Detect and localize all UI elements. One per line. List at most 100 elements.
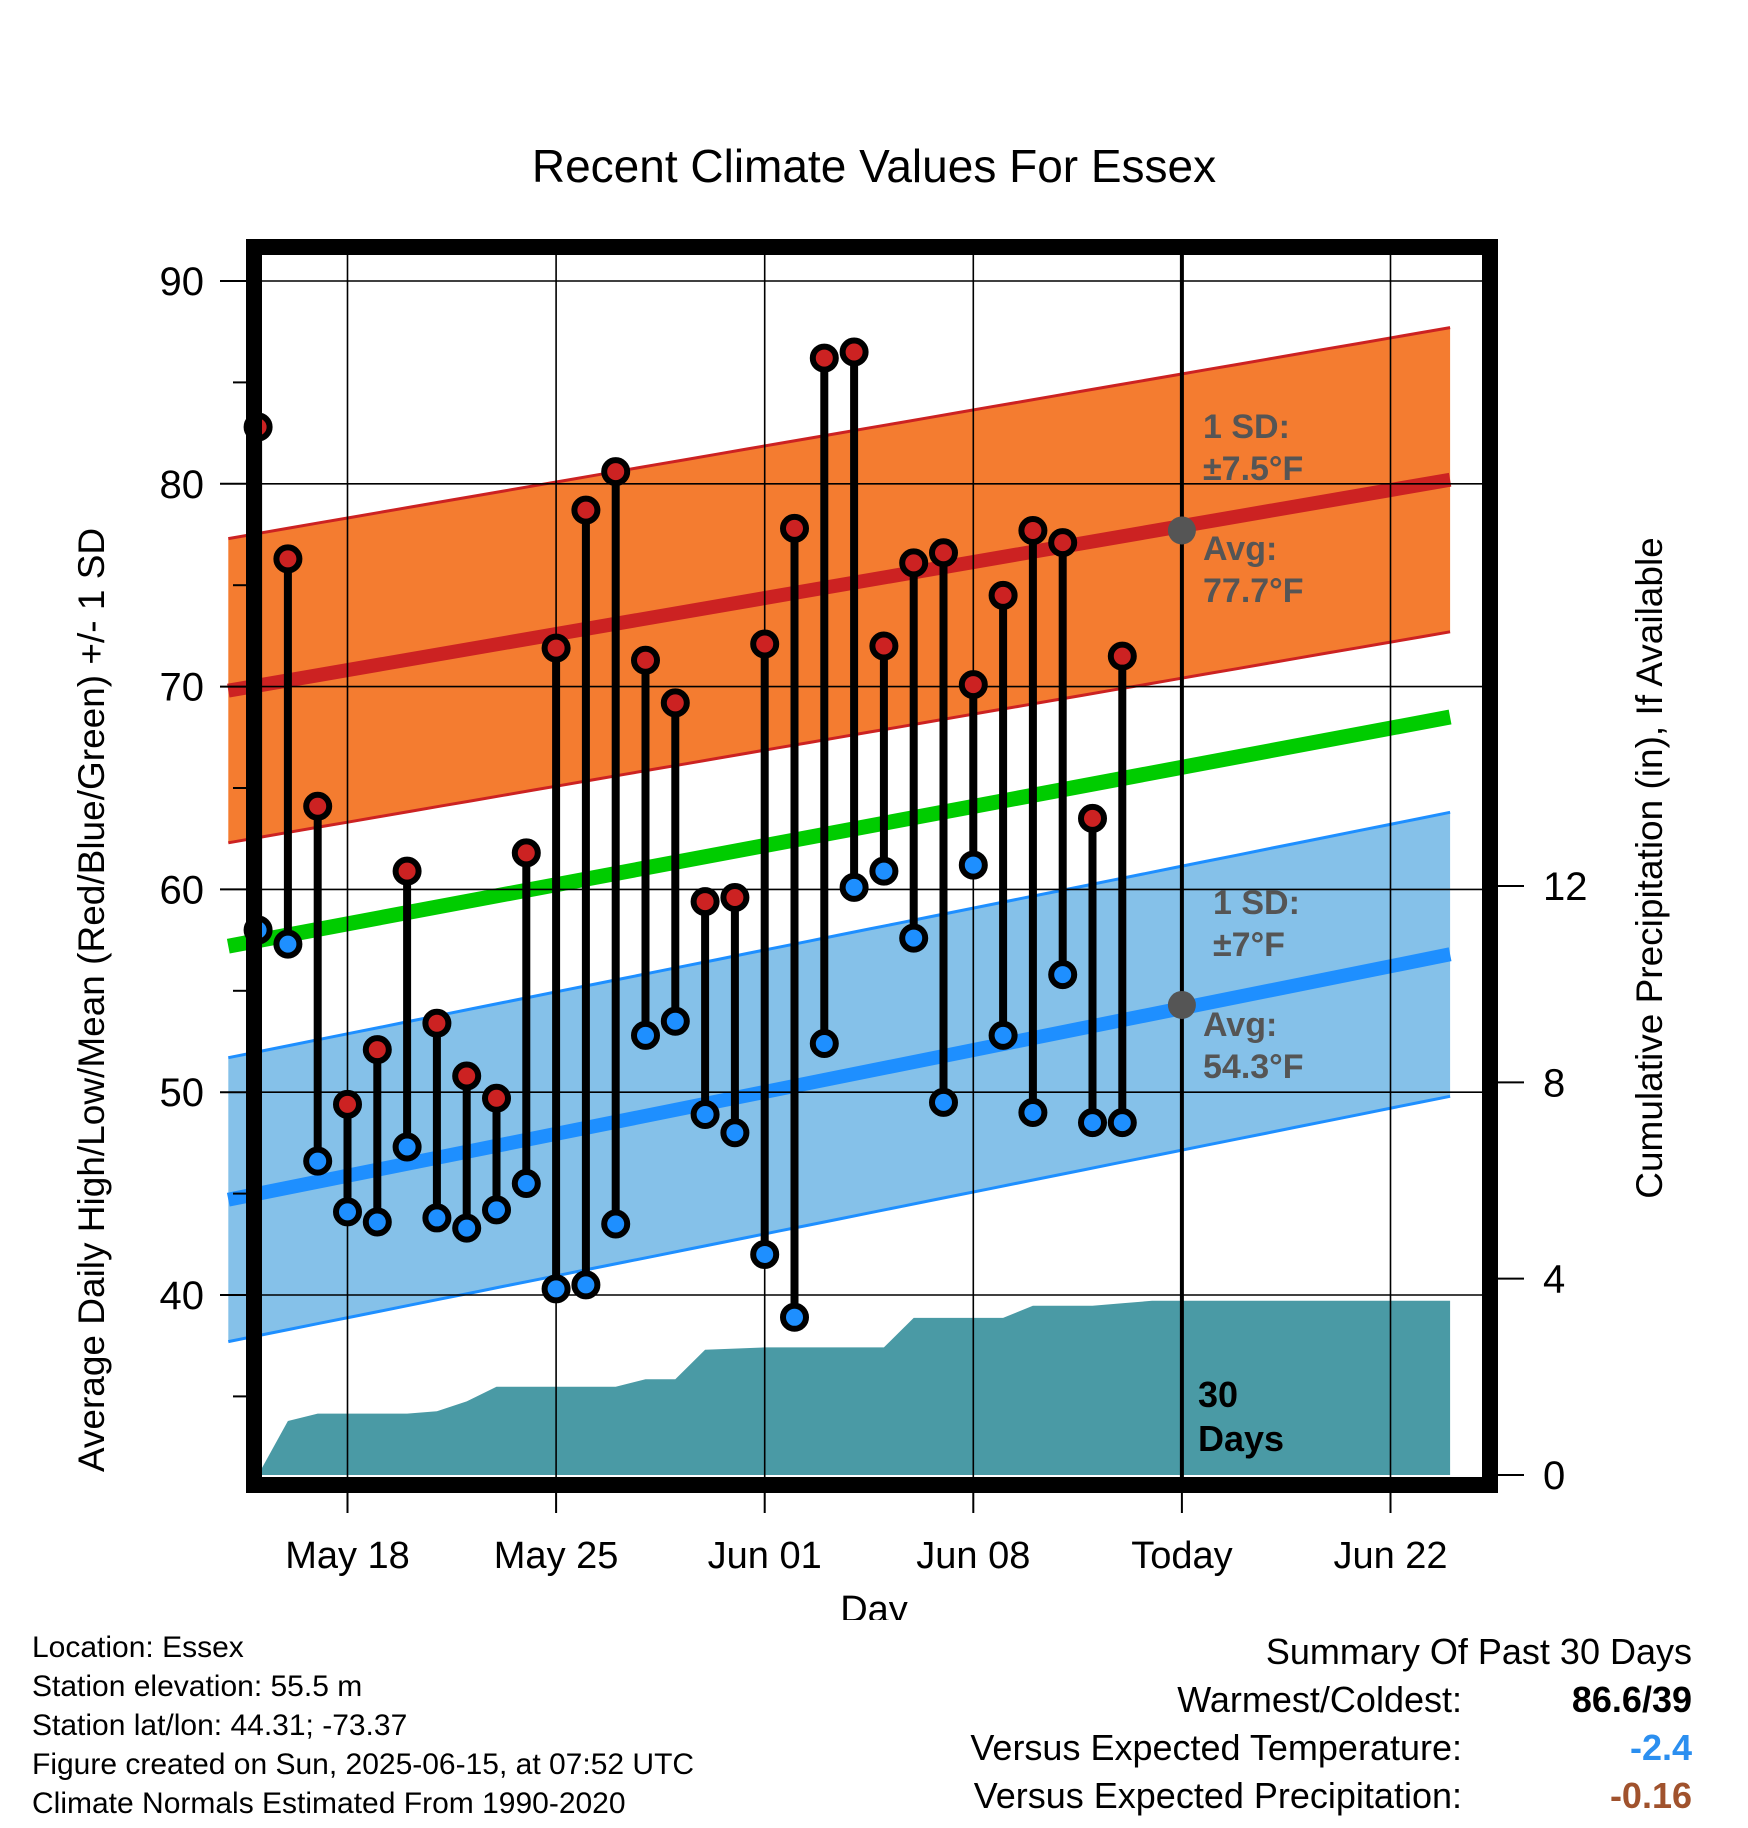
low-point (511, 1168, 541, 1198)
low-point (362, 1207, 392, 1237)
x-tick-label: May 18 (285, 1535, 410, 1577)
low-point (392, 1132, 422, 1162)
summary-precip-row: Versus Expected Precipitation: -0.16 (792, 1772, 1692, 1820)
created-text: Figure created on Sun, 2025-06-15, at 07… (32, 1748, 695, 1781)
warmest-value: 86.6/39 (1571, 1679, 1692, 1720)
window-count-label: 30 (1198, 1374, 1238, 1415)
high-point (1078, 803, 1107, 833)
high-point (660, 688, 690, 718)
location-text: Location: Essex (32, 1631, 244, 1664)
y2-tick-label: 4 (1543, 1258, 1565, 1302)
y2-tick-label: 0 (1543, 1454, 1565, 1498)
latlon-text: Station lat/lon: 44.31; -73.37 (32, 1709, 408, 1742)
y-tick-label: 40 (160, 1274, 205, 1318)
high-point (333, 1089, 362, 1119)
high-point (571, 495, 601, 525)
high-avg-value: 77.7°F (1203, 572, 1304, 610)
y-axis-label: Average Daily High/Low/Mean (Red/Blue/Gr… (71, 528, 112, 1472)
low-point (303, 1146, 333, 1176)
low-sd-value: ±7°F (1213, 926, 1285, 964)
low-point (929, 1087, 958, 1117)
high-point (273, 544, 303, 574)
climate-chart: Recent Climate Values For Essex 1 SD: ±7.… (71, 140, 1670, 1620)
high-point (303, 791, 333, 821)
low-point (601, 1209, 631, 1239)
normal-mean-line (226, 709, 1452, 954)
high-point (1018, 515, 1048, 545)
low-point (1107, 1108, 1137, 1138)
high-sd-value: ±7.5°F (1203, 450, 1303, 488)
high-sd-band-upper-edge (228, 326, 1451, 541)
high-point (511, 838, 541, 868)
high-point (929, 538, 958, 568)
low-point (690, 1100, 720, 1130)
y2-tick-label: 12 (1543, 865, 1588, 909)
low-point (899, 923, 929, 953)
high-point (780, 513, 809, 543)
low-point (869, 856, 899, 886)
high-sd-band-lower-edge (228, 630, 1451, 845)
high-point (958, 670, 988, 700)
low-point (809, 1029, 839, 1059)
today-normal-low-marker (1167, 990, 1196, 1019)
low-point (422, 1203, 452, 1233)
low-point (1018, 1097, 1048, 1127)
x-tick-label: Jun 01 (708, 1535, 822, 1577)
precip-vs-expected-label: Versus Expected Precipitation: (973, 1775, 1462, 1816)
low-point (571, 1270, 601, 1300)
low-point (273, 929, 303, 959)
normal-high-line (227, 472, 1452, 698)
y-tick-label: 60 (160, 868, 205, 912)
high-point (809, 343, 839, 373)
high-point (869, 631, 899, 661)
summary-title: Summary Of Past 30 Days (792, 1628, 1692, 1676)
summary-panel: Summary Of Past 30 Days Warmest/Coldest:… (792, 1628, 1692, 1820)
window-unit-label: Days (1198, 1418, 1284, 1459)
high-sd-label: 1 SD: (1203, 408, 1290, 446)
y2-axis-label: Cumulative Precipitation (in), If Availa… (1629, 537, 1670, 1199)
y-tick-label: 90 (160, 260, 205, 304)
x-tick-label: May 25 (494, 1535, 619, 1577)
high-point (1107, 641, 1137, 671)
y-tick-label: 70 (160, 666, 205, 710)
low-sd-band-lower-edge (228, 1094, 1451, 1344)
x-axis-label: Day (840, 1589, 908, 1620)
high-point (392, 856, 422, 886)
plot-area: 1 SD: ±7.5°F Avg: 77.7°F 1 SD: ±7°F Avg: 54.3°F… (160, 239, 1588, 1577)
high-point (1048, 528, 1078, 558)
low-avg-label: Avg: (1203, 1006, 1277, 1044)
high-point (422, 1008, 452, 1038)
chart-title: Recent Climate Values For Essex (532, 140, 1216, 192)
temp-vs-expected-value: -2.4 (1629, 1727, 1692, 1768)
high-point (750, 629, 780, 659)
summary-temp-row: Versus Expected Temperature: -2.4 (792, 1724, 1692, 1772)
normals-text: Climate Normals Estimated From 1990-2020 (32, 1787, 626, 1820)
high-point (690, 887, 720, 917)
high-avg-label: Avg: (1203, 530, 1277, 568)
low-point (631, 1020, 660, 1050)
low-point (988, 1020, 1018, 1050)
y2-tick-label: 8 (1543, 1061, 1565, 1105)
temp-vs-expected-label: Versus Expected Temperature: (970, 1727, 1462, 1768)
low-point (1048, 960, 1078, 990)
low-point (482, 1195, 511, 1225)
high-point (899, 548, 929, 578)
low-avg-value: 54.3°F (1203, 1048, 1304, 1086)
y-tick-label: 50 (160, 1071, 205, 1115)
x-tick-label: Jun 08 (916, 1535, 1030, 1577)
low-point (541, 1274, 571, 1304)
normal-low-line (226, 947, 1452, 1207)
summary-title-text: Summary Of Past 30 Days (1265, 1631, 1692, 1672)
plot-frame (246, 239, 1498, 1493)
summary-warmest-row: Warmest/Coldest: 86.6/39 (792, 1676, 1692, 1724)
high-point (839, 337, 869, 367)
high-point (362, 1035, 392, 1065)
station-info: Location: Essex Station elevation: 55.5 … (32, 1628, 694, 1823)
precip-vs-expected-value: -0.16 (1609, 1775, 1692, 1816)
low-point (720, 1118, 750, 1148)
y-tick-label: 80 (160, 463, 205, 507)
high-point (720, 883, 750, 913)
low-point (839, 872, 869, 902)
elevation-text: Station elevation: 55.5 m (32, 1670, 363, 1703)
x-tick-label: Jun 22 (1333, 1535, 1447, 1577)
